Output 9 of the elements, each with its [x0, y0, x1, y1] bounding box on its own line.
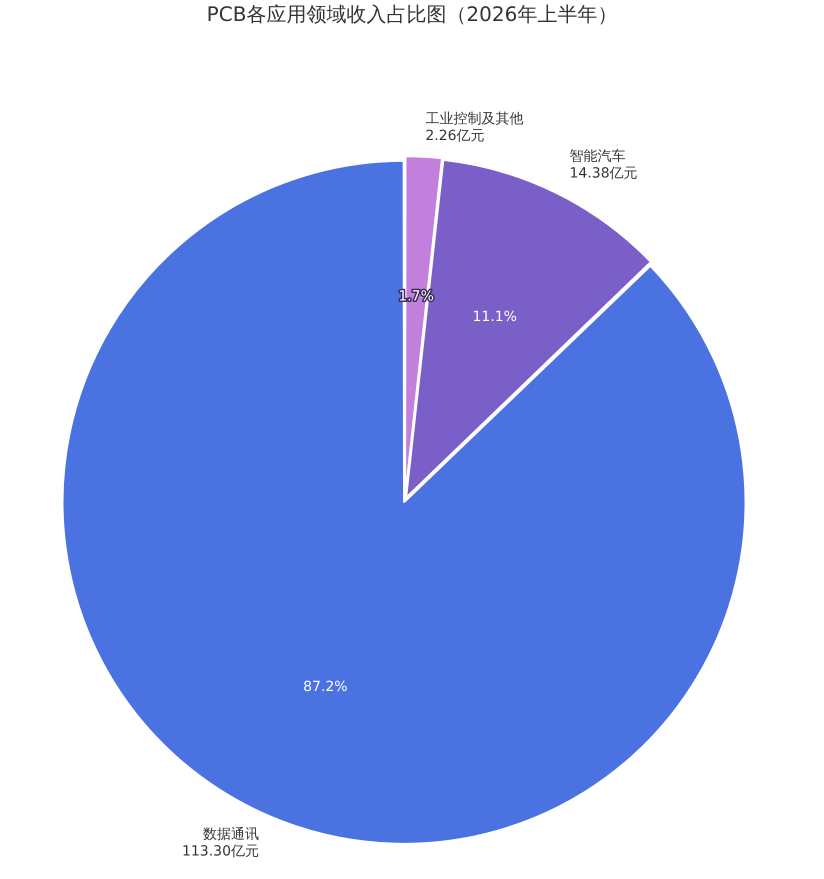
slice-label: 工业控制及其他 — [425, 110, 524, 127]
slice-label: 数据通讯 — [202, 826, 259, 842]
slice-label: 智能汽车 — [570, 148, 626, 164]
chart-title: PCB各应用领域收入占比图（2026年上半年） — [206, 2, 618, 26]
text: 87.2% — [303, 678, 348, 695]
data-label: 2.26亿元 — [425, 128, 485, 144]
text: 11.1% — [472, 309, 517, 326]
data-label: 113.30亿元 — [182, 843, 259, 860]
data-label: 14.38亿元 — [570, 166, 638, 182]
